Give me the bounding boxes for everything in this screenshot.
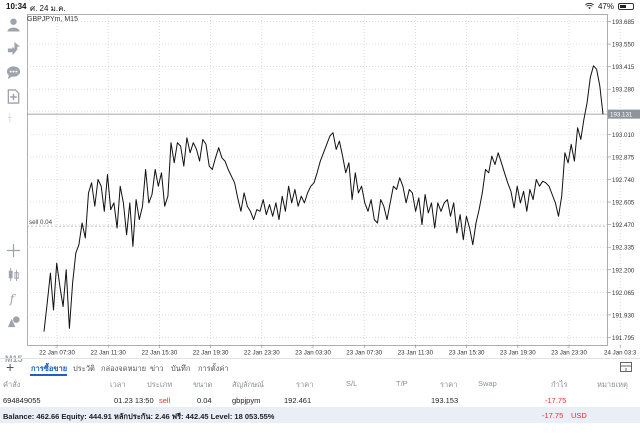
person-icon — [7, 18, 20, 32]
x-tick-label: 23 Jan 11:30 — [398, 350, 434, 357]
y-tick-label: 192.740 — [612, 177, 635, 184]
battery-percent: 47% — [597, 2, 614, 11]
col-sl: S/L — [346, 379, 358, 388]
current-price-box — [608, 109, 640, 119]
tab-history[interactable]: ประวัติ — [73, 364, 95, 373]
reference-mark — [5, 109, 22, 126]
add-icon[interactable]: + — [6, 359, 15, 375]
col-symbol: สัญลักษณ์ — [232, 380, 265, 389]
y-tick-label: 192.200 — [612, 267, 635, 274]
timeframe-button[interactable]: M15 — [5, 354, 23, 364]
y-tick-label: 192.335 — [612, 245, 635, 252]
tab-mailbox[interactable]: กล่องจดหมาย — [101, 364, 147, 373]
status-bar: 10:34 ศ. 24 ม.ค. 47% — [0, 0, 640, 14]
new-order-button[interactable] — [5, 88, 22, 105]
order-type: sell — [159, 396, 171, 405]
order-time: 01.23 13:50 — [114, 396, 154, 405]
x-tick-label: 22 Jan 07:30 — [39, 350, 75, 357]
objects-button[interactable] — [5, 313, 22, 330]
y-tick-label: 192.605 — [612, 200, 635, 207]
wifi-icon — [585, 3, 594, 10]
chart-symbol-label: GBPJPYm, M15 — [27, 16, 78, 23]
order-label: sell 0.04 — [29, 219, 53, 226]
col-swap: Swap — [478, 379, 497, 388]
y-tick-label: 191.795 — [612, 335, 635, 342]
order-number: 694849055 — [3, 396, 41, 405]
y-tick-label: 193.280 — [612, 87, 635, 94]
y-tick-label: 192.065 — [612, 290, 635, 297]
y-tick-label: 193.415 — [612, 64, 635, 71]
col-type: ประเภท — [147, 380, 173, 389]
indicators-button[interactable] — [5, 266, 22, 283]
tab-journal[interactable]: บันทึก — [171, 364, 191, 373]
tab-trade[interactable]: การซื้อขาย — [31, 364, 68, 373]
balance-text: Balance: 462.66 Equity: 444.91 หลักประกั… — [3, 412, 275, 421]
account-button[interactable] — [5, 16, 22, 33]
account-currency: USD — [571, 411, 587, 420]
y-tick-label: 191.930 — [612, 312, 635, 319]
status-right: 47% — [585, 2, 634, 11]
y-tick-label: 192.875 — [612, 154, 635, 161]
x-tick-label: 23 Jan 03:30 — [295, 350, 331, 357]
tab-settings[interactable]: การตั้งค่า — [198, 364, 229, 373]
collapse-panel-icon[interactable] — [620, 362, 632, 372]
col-time: เวลา — [110, 380, 126, 389]
y-tick-label: 193.685 — [612, 19, 635, 26]
col-tp: T/P — [396, 379, 408, 388]
trade-button[interactable] — [5, 40, 22, 57]
col-open-price: ราคา — [296, 380, 314, 389]
price-series-line — [43, 65, 604, 332]
svg-text:f: f — [9, 292, 17, 306]
y-tick-label: 192.470 — [612, 222, 635, 229]
order-profit: -17.75 — [545, 396, 567, 405]
y-tick-label: 193.010 — [612, 132, 635, 139]
function-button[interactable]: f — [5, 290, 22, 307]
order-current-price: 193.153 — [431, 396, 459, 405]
x-tick-label: 22 Jan 19:30 — [193, 350, 229, 357]
col-comment: หมายเหตุ — [597, 380, 628, 389]
x-tick-label: 22 Jan 23:30 — [244, 350, 280, 357]
crosshair-mark-icon — [7, 112, 12, 123]
battery-icon — [618, 3, 634, 10]
current-price-label: 193.131 — [610, 112, 633, 119]
document-plus-icon — [7, 89, 20, 104]
y-tick-label: 193.550 — [612, 42, 635, 49]
order-size: 0.04 — [197, 396, 212, 405]
active-tab-indicator — [30, 374, 67, 376]
bottom-tabs: + การซื้อขาย ประวัติ กล่องจดหมาย ข่าว บั… — [0, 358, 640, 376]
crosshair-button[interactable] — [5, 242, 22, 259]
total-profit: -17.75 — [542, 411, 564, 420]
x-tick-label: 23 Jan 19:30 — [500, 350, 536, 357]
order-open-price: 192.461 — [284, 396, 312, 405]
order-symbol: gbpjpym — [232, 396, 261, 405]
chat-icon — [6, 66, 21, 80]
col-current-price: ราคา — [440, 380, 458, 389]
x-tick-label: 22 Jan 15:30 — [142, 350, 178, 357]
balance-summary: Balance: 462.66 Equity: 444.91 หลักประกั… — [0, 407, 640, 423]
x-tick-label: 24 Jan 03:3 — [604, 350, 637, 357]
price-chart[interactable]: 193.685193.550193.415193.280193.145193.0… — [27, 14, 640, 358]
x-tick-label: 23 Jan 07:30 — [346, 350, 382, 357]
crosshair-icon — [6, 243, 21, 258]
x-tick-label: 23 Jan 23:30 — [551, 350, 587, 357]
chat-button[interactable] — [5, 64, 22, 81]
status-date: ศ. 24 ม.ค. — [30, 4, 66, 13]
chart-toolbar: f M15 — [0, 14, 27, 364]
shapes-icon — [7, 316, 20, 328]
x-tick-label: 22 Jan 11:30 — [91, 350, 127, 357]
function-icon: f — [9, 292, 17, 306]
status-time: 10:34 — [6, 2, 27, 11]
col-order: คำสั่ง — [3, 380, 21, 389]
chart-canvas[interactable]: 193.685193.550193.415193.280193.145193.0… — [27, 14, 640, 358]
plot-frame — [27, 14, 608, 346]
x-tick-label: 23 Jan 15:30 — [449, 350, 485, 357]
col-size: ขนาด — [193, 380, 213, 389]
col-profit: กำไร — [551, 380, 568, 389]
candles-icon — [8, 267, 19, 282]
tab-news[interactable]: ข่าว — [150, 364, 164, 373]
trade-arrows-icon — [7, 41, 21, 56]
